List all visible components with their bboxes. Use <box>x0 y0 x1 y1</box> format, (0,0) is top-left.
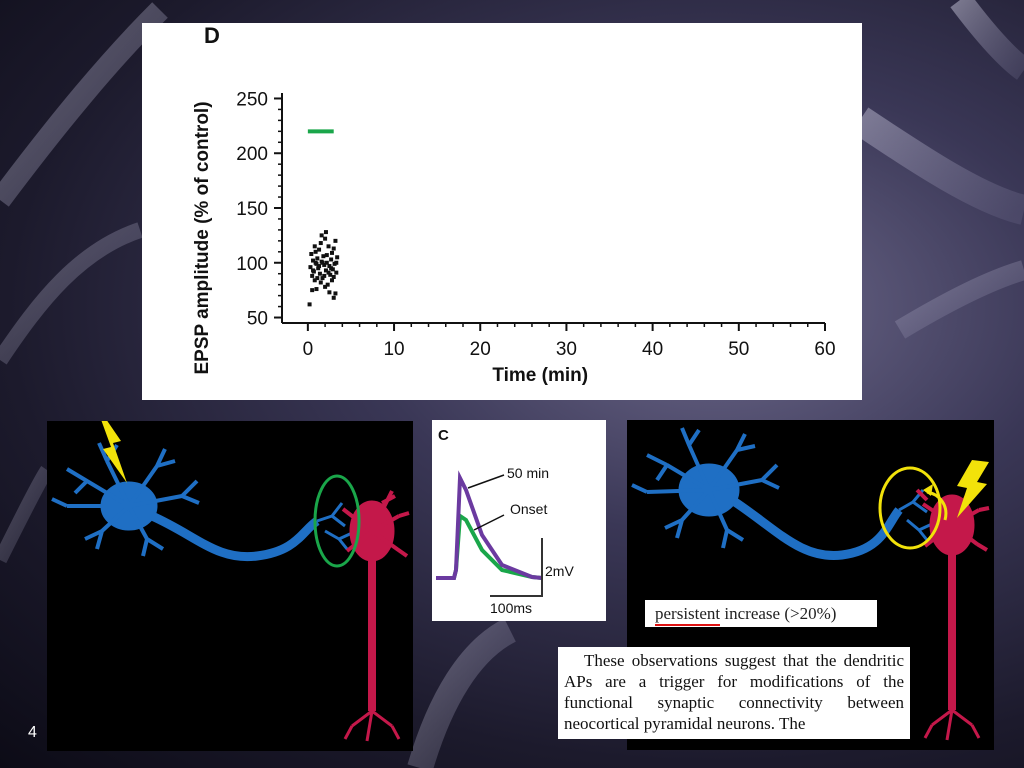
data-point <box>310 288 315 293</box>
data-point <box>331 295 336 300</box>
data-point <box>316 266 321 271</box>
scale-bar <box>490 538 543 597</box>
x-axis-title: Time (min) <box>492 365 588 386</box>
data-point <box>318 241 323 246</box>
trace-panel-label: C <box>438 427 449 444</box>
x-tick-label: 20 <box>470 339 491 360</box>
epsp-trace-panel: C 50 min Onset 2mV 100ms <box>432 420 606 621</box>
x-tick-label: 0 <box>303 339 314 360</box>
data-point <box>313 249 318 254</box>
lightning-bolt-icon <box>95 403 127 483</box>
data-point <box>325 282 330 287</box>
data-point <box>327 290 332 295</box>
data-point <box>308 265 313 270</box>
data-point <box>333 291 338 296</box>
x-tick-label: 60 <box>814 339 835 360</box>
data-point <box>320 276 325 281</box>
persistent-increase-caption: persistent increase (>20%) <box>645 600 877 627</box>
data-point <box>317 247 322 252</box>
x-tick-label: 30 <box>556 339 577 360</box>
synapse-highlight-circle <box>313 474 361 568</box>
lightning-bolt-icon <box>957 460 989 518</box>
persistent-word: persistent <box>655 604 721 626</box>
data-point <box>326 244 331 249</box>
y-axis-title: EPSP amplitude (% of control) <box>192 101 213 374</box>
slide-number: 4 <box>28 724 37 741</box>
data-point <box>315 276 320 281</box>
data-point <box>323 268 328 273</box>
data-point <box>318 280 323 285</box>
epsp-chart-panel: D 50 100 150 200 250 0 10 20 30 40 50 60 Time (min) EP… <box>142 23 862 400</box>
data-point <box>322 273 327 278</box>
x-tick-label: 40 <box>642 339 663 360</box>
y-tick-label: 150 <box>236 199 268 220</box>
data-point <box>335 255 340 260</box>
x-tick-label: 10 <box>383 339 404 360</box>
epsp-chart: D 50 100 150 200 250 0 10 20 30 40 50 60 Time (min) EP… <box>192 23 836 386</box>
data-point <box>331 246 336 251</box>
data-point <box>317 271 322 276</box>
data-point <box>334 270 339 275</box>
data-point <box>333 238 338 243</box>
quote-text: These observations suggest that the dend… <box>564 651 904 733</box>
data-point <box>328 272 333 277</box>
data-point <box>314 287 319 292</box>
data-point <box>310 273 315 278</box>
legend-50min: 50 min <box>507 465 549 481</box>
data-point <box>307 302 312 307</box>
data-point <box>327 264 332 269</box>
data-point <box>317 264 322 269</box>
synapse-highlight-circle <box>878 466 942 550</box>
x-tick-label: 50 <box>728 339 749 360</box>
data-point <box>331 275 336 279</box>
data-point <box>311 258 316 263</box>
data-point <box>321 254 326 259</box>
legend-onset: Onset <box>510 501 547 517</box>
data-point <box>323 284 328 289</box>
data-point <box>322 262 327 267</box>
increase-text: increase (>20%) <box>720 604 837 623</box>
data-point <box>329 250 334 255</box>
data-point <box>324 253 329 258</box>
data-point <box>326 270 331 275</box>
data-point <box>323 236 328 241</box>
y-tick-label: 50 <box>247 309 268 330</box>
panel-label: D <box>204 23 220 48</box>
y-tick-label: 200 <box>236 144 268 165</box>
scale-ms: 100ms <box>490 600 532 616</box>
y-tick-label: 250 <box>236 89 268 110</box>
y-tick-label: 100 <box>236 254 268 275</box>
data-point <box>319 233 324 238</box>
data-point <box>329 266 334 271</box>
data-point <box>312 278 317 283</box>
data-point <box>313 260 318 265</box>
data-point <box>323 230 328 235</box>
paper-quote: These observations suggest that the dend… <box>558 647 910 739</box>
data-point <box>311 268 316 273</box>
data-point <box>320 260 325 265</box>
data-point <box>312 244 317 249</box>
data-point <box>315 256 320 261</box>
scale-mv: 2mV <box>545 563 574 579</box>
trace-50min <box>436 470 543 580</box>
data-point <box>324 260 329 265</box>
data-point <box>329 278 334 283</box>
data-point <box>334 260 339 265</box>
neuron-diagram-left <box>47 403 413 751</box>
data-point <box>329 257 334 262</box>
data-point <box>309 252 314 256</box>
